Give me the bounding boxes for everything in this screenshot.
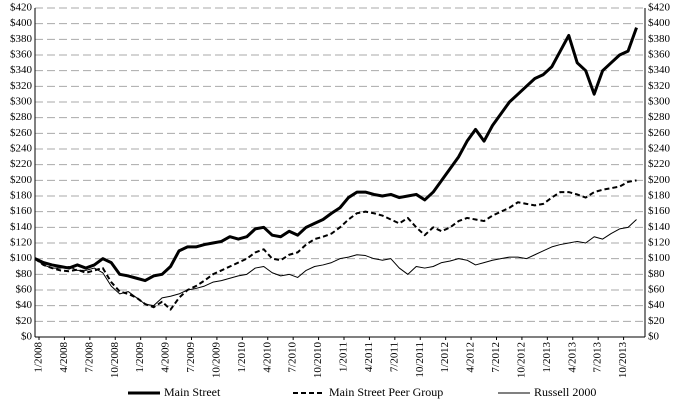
y2-tick-label: $420 — [648, 2, 671, 14]
y2-tick-label: $180 — [648, 190, 671, 202]
y2-tick-label: $60 — [648, 284, 665, 296]
x-tick-label: 4/2011 — [363, 342, 375, 372]
y-tick-label: $400 — [10, 17, 33, 29]
y-tick-label: $140 — [10, 221, 33, 233]
y-tick-label: $100 — [10, 252, 33, 264]
x-tick-label: 7/2011 — [388, 342, 400, 372]
x-tick-label: 1/2008 — [33, 342, 45, 373]
y-tick-label: $60 — [16, 284, 33, 296]
x-tick-label: 4/2008 — [58, 342, 70, 373]
y2-tick-label: $120 — [648, 237, 671, 249]
y2-tick-label: $380 — [648, 33, 671, 45]
y2-tick-label: $240 — [648, 143, 671, 155]
y2-tick-label: $200 — [648, 174, 671, 186]
y-tick-label: $40 — [16, 299, 33, 311]
y2-tick-label: $340 — [648, 64, 671, 76]
y2-tick-label: $160 — [648, 205, 671, 217]
x-tick-label: 7/2012 — [490, 342, 502, 373]
x-tick-label: 1/2011 — [338, 342, 350, 372]
y-tick-label: $160 — [10, 205, 33, 217]
x-tick-label: 7/2010 — [287, 342, 299, 373]
x-tick-label: 4/2012 — [465, 342, 477, 373]
x-tick-label: 7/2013 — [592, 342, 604, 373]
y-tick-label: $20 — [16, 315, 33, 327]
y2-tick-label: $280 — [648, 111, 671, 123]
y2-tick-label: $300 — [648, 96, 671, 108]
y-tick-label: $240 — [10, 143, 33, 155]
x-tick-label: 4/2009 — [160, 342, 172, 373]
y2-tick-label: $320 — [648, 80, 671, 92]
legend: Main Street Main Street Peer Group Russell… — [128, 385, 596, 399]
y2-tick-label: $40 — [648, 299, 665, 311]
y-tick-label: $360 — [10, 49, 33, 61]
legend-label: Main Street Peer Group — [329, 385, 443, 399]
y2-tick-label: $100 — [648, 252, 671, 264]
y2-tick-label: $0 — [648, 331, 660, 343]
y-tick-label: $80 — [16, 268, 33, 280]
y-tick-label: $200 — [10, 174, 33, 186]
y2-tick-label: $360 — [648, 49, 671, 61]
x-tick-label: 1/2010 — [236, 342, 248, 373]
y-tick-label: $420 — [10, 2, 33, 14]
x-tick-label: 10/2008 — [109, 342, 121, 379]
y2-tick-label: $20 — [648, 315, 665, 327]
x-tick-label: 1/2012 — [439, 342, 451, 373]
x-tick-label: 1/2013 — [541, 342, 553, 373]
legend-label: Russell 2000 — [534, 385, 596, 399]
x-tick-label: 7/2009 — [185, 342, 197, 373]
x-tick-label: 7/2008 — [83, 342, 95, 373]
y-tick-label: $0 — [21, 331, 33, 343]
y-tick-label: $260 — [10, 127, 33, 139]
y2-tick-label: $220 — [648, 158, 671, 170]
series-line — [34, 27, 638, 283]
y-tick-label: $120 — [10, 237, 33, 249]
y-tick-label: $300 — [10, 96, 33, 108]
y-tick-label: $180 — [10, 190, 33, 202]
series-line — [34, 219, 637, 307]
legend-label: Main Street — [164, 385, 221, 399]
y2-tick-label: $400 — [648, 17, 671, 29]
x-tick-label: 10/2013 — [617, 342, 629, 379]
x-tick-label: 10/2009 — [210, 342, 222, 379]
x-tick-label: 1/2009 — [134, 342, 146, 373]
y-tick-label: $280 — [10, 111, 33, 123]
x-tick-label: 4/2010 — [261, 342, 273, 373]
y-tick-label: $320 — [10, 80, 33, 92]
x-tick-label: 4/2013 — [566, 342, 578, 373]
y2-tick-label: $80 — [648, 268, 665, 280]
y2-tick-label: $140 — [648, 221, 671, 233]
y-tick-label: $220 — [10, 158, 33, 170]
x-tick-label: 10/2011 — [414, 342, 426, 378]
y-tick-label: $380 — [10, 33, 33, 45]
y-tick-label: $340 — [10, 64, 33, 76]
y2-tick-label: $260 — [648, 127, 671, 139]
x-tick-label: 10/2010 — [312, 342, 324, 379]
x-tick-label: 10/2012 — [515, 342, 527, 378]
